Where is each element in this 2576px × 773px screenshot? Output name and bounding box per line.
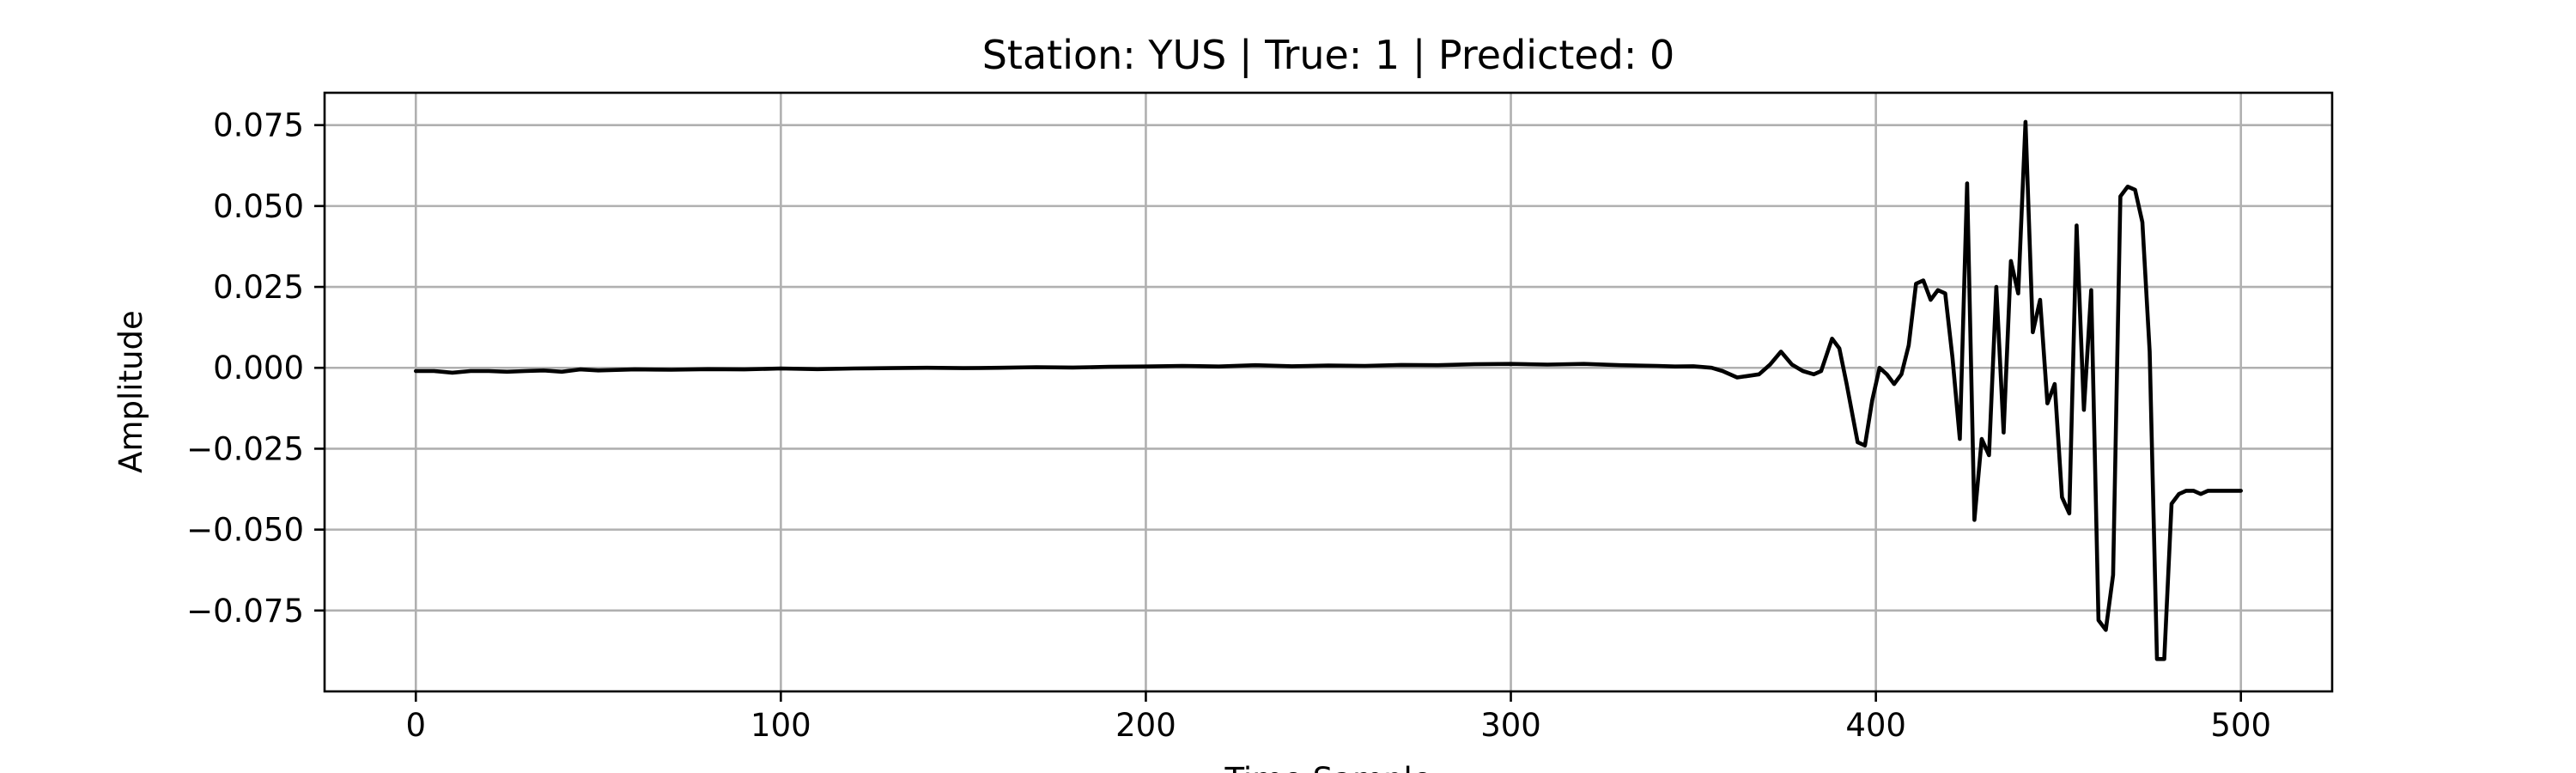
grid-layer bbox=[325, 93, 2332, 691]
y-tick-label: 0.050 bbox=[213, 188, 304, 225]
y-axis-label: Amplitude bbox=[112, 310, 149, 473]
chart-title: Station: YUS | True: 1 | Predicted: 0 bbox=[982, 32, 1675, 79]
x-tick-label: 100 bbox=[750, 707, 811, 744]
y-tick-label: 0.000 bbox=[213, 350, 304, 386]
plot-frame bbox=[323, 91, 2334, 693]
x-tick-label: 0 bbox=[405, 707, 426, 744]
x-tick-label: 200 bbox=[1115, 707, 1176, 744]
x-tick-label: 500 bbox=[2210, 707, 2271, 744]
x-tick-label: 300 bbox=[1480, 707, 1541, 744]
x-axis-label: Time Sample bbox=[1224, 761, 1431, 773]
series-layer bbox=[413, 119, 2243, 661]
y-tick-label: −0.075 bbox=[186, 593, 304, 630]
series-line bbox=[413, 119, 2243, 661]
tick-layer: 0 100 200 300 400 500 0.075 0.050 0.025 0.000 −0.0… bbox=[186, 107, 2271, 744]
y-tick-label: 0.025 bbox=[213, 269, 304, 306]
y-tick-label: 0.075 bbox=[213, 107, 304, 144]
x-tick-label: 400 bbox=[1845, 707, 1906, 744]
y-tick-label: −0.050 bbox=[186, 512, 304, 549]
y-tick-label: −0.025 bbox=[186, 430, 304, 467]
